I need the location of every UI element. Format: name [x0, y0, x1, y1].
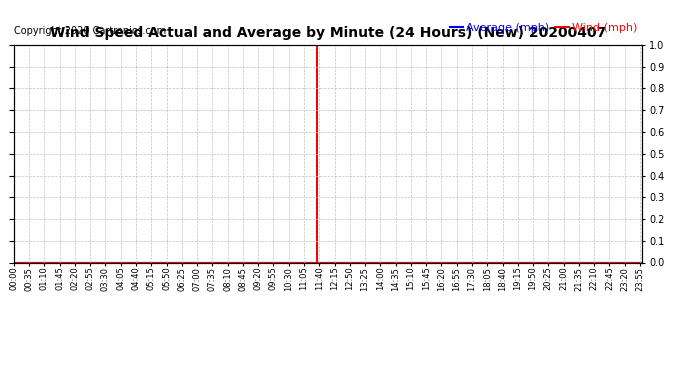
- Legend: Average (mph), Wind (mph): Average (mph), Wind (mph): [445, 19, 642, 38]
- Text: Copyright 2020 Cartronics.com: Copyright 2020 Cartronics.com: [14, 26, 166, 36]
- Title: Wind Speed Actual and Average by Minute (24 Hours) (New) 20200407: Wind Speed Actual and Average by Minute …: [50, 26, 606, 40]
